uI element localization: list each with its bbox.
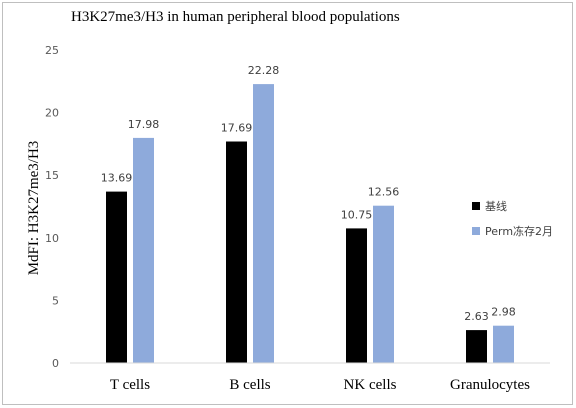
bar-series-2 xyxy=(253,84,274,363)
bar-value-label: 2.63 xyxy=(464,310,489,323)
bar-series-1 xyxy=(106,191,127,363)
bar-series-1 xyxy=(466,330,487,363)
y-tick-label: 10 xyxy=(45,232,59,245)
legend-label: 基线 xyxy=(485,199,507,213)
bar-value-label: 17.98 xyxy=(128,118,160,131)
x-axis-ticks: T cells B cells NK cells Granulocytes xyxy=(110,377,530,393)
x-tick-label: NK cells xyxy=(344,377,397,393)
bar-value-label: 17.69 xyxy=(221,122,253,135)
bar-value-label: 2.98 xyxy=(491,306,516,319)
chart-title: H3K27me3/H3 in human peripheral blood po… xyxy=(71,9,400,25)
bar-value-label: 13.69 xyxy=(101,172,133,185)
bar-value-label: 10.75 xyxy=(341,208,373,221)
legend: 基线 Perm冻存2月 xyxy=(472,199,553,238)
y-tick-label: 5 xyxy=(52,294,59,307)
y-tick-label: 0 xyxy=(52,357,59,370)
bar-series-1 xyxy=(346,228,367,363)
y-axis-label: MdFI: H3K27me3/H3 xyxy=(26,141,42,276)
bars xyxy=(106,84,514,363)
y-axis-ticks: 0 5 10 15 20 25 xyxy=(45,44,59,370)
y-tick-label: 15 xyxy=(45,169,59,182)
bar-value-label: 22.28 xyxy=(248,64,280,77)
bar-value-label: 12.56 xyxy=(368,186,400,199)
bar-series-2 xyxy=(133,137,154,363)
y-tick-label: 25 xyxy=(45,44,59,57)
legend-label: Perm冻存2月 xyxy=(485,224,553,238)
bar-series-2 xyxy=(493,325,514,363)
bar-series-2 xyxy=(373,205,394,363)
bar-series-1 xyxy=(226,141,247,363)
legend-swatch xyxy=(472,227,480,235)
legend-swatch xyxy=(472,202,480,210)
x-tick-label: T cells xyxy=(110,377,150,393)
y-tick-label: 20 xyxy=(45,107,59,120)
x-tick-label: B cells xyxy=(229,377,270,393)
x-tick-label: Granulocytes xyxy=(450,377,530,393)
bar-value-labels: 13.69 17.98 17.69 22.28 10.75 12.56 2.63 2.98 xyxy=(101,64,516,323)
